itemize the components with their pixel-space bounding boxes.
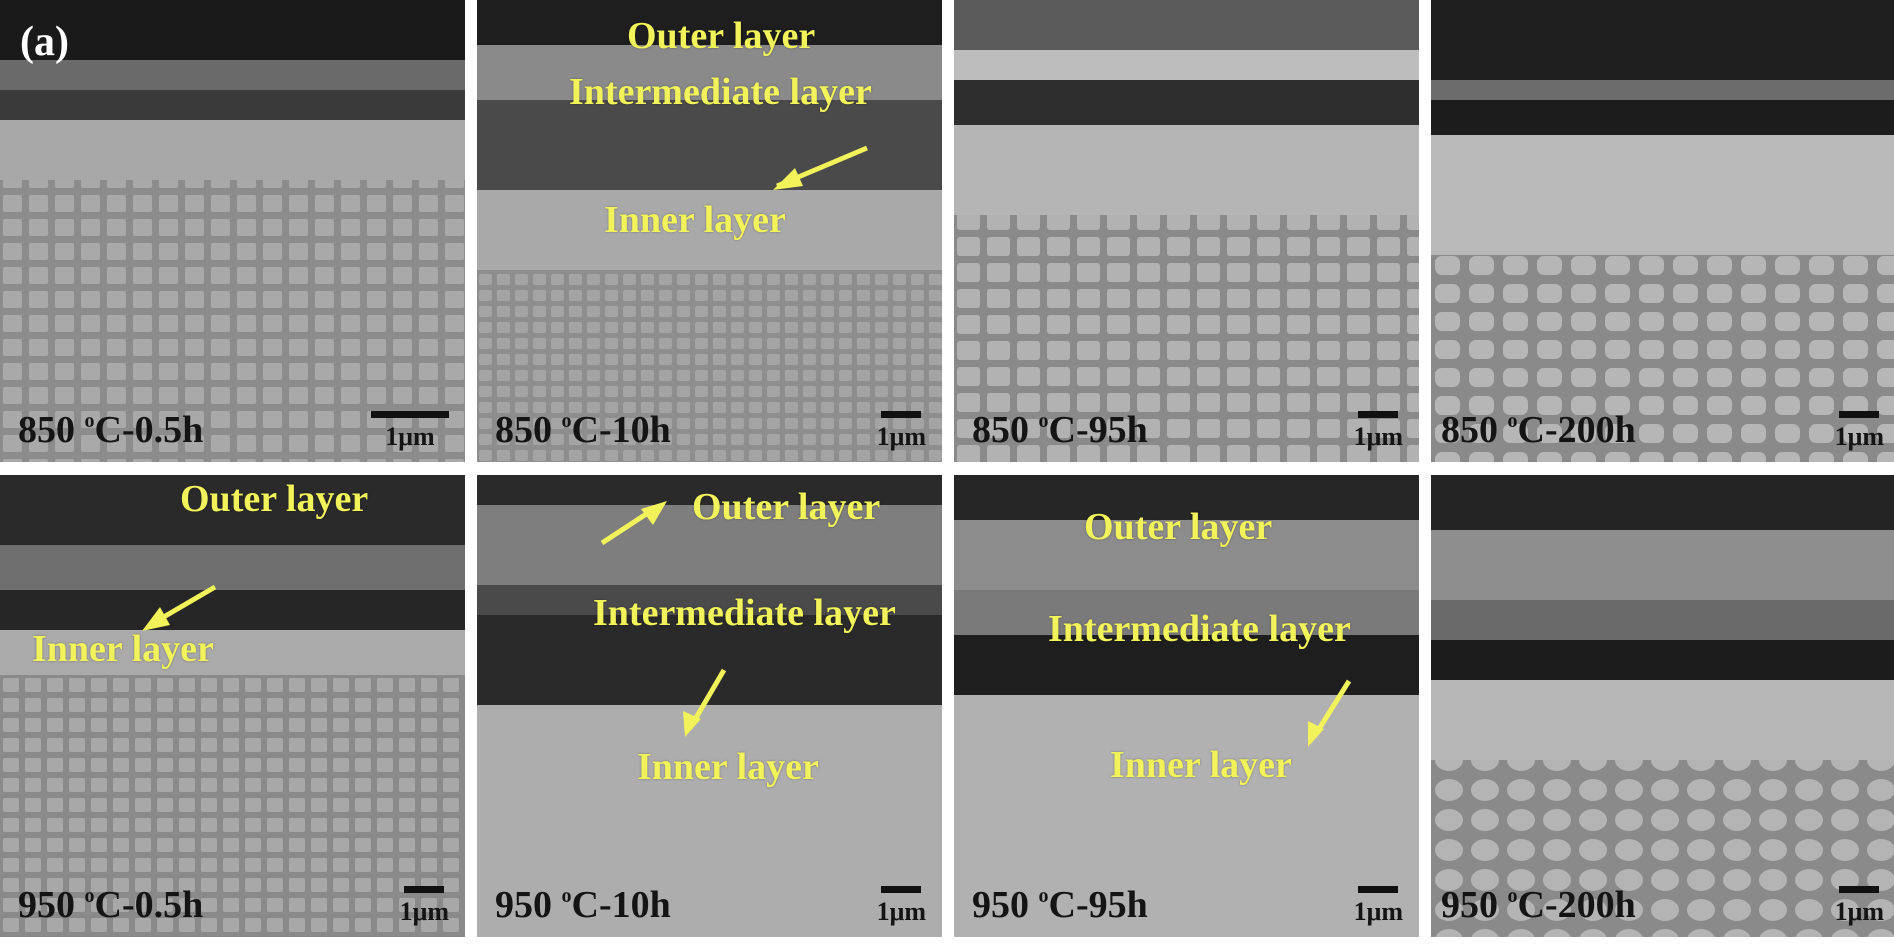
- sem-panel-950-95h: Outer layer Intermediate layer Inner lay…: [954, 475, 1419, 937]
- micrograph-image: [0, 0, 465, 462]
- scale-bar: 1μm: [1835, 411, 1884, 452]
- intermediate-layer-label: Intermediate layer: [593, 592, 896, 634]
- inner-layer-label: Inner layer: [1110, 744, 1292, 786]
- scale-bar: 1μm: [400, 886, 449, 927]
- condition-label: 950 oC-200h: [1441, 884, 1636, 926]
- scale-bar: 1μm: [877, 411, 926, 452]
- intermediate-layer-label: Intermediate layer: [569, 71, 872, 113]
- scale-bar: 1μm: [1835, 886, 1884, 927]
- inner-layer-label: Inner layer: [32, 628, 214, 670]
- condition-label: 950 oC-10h: [495, 884, 671, 926]
- condition-label: 850 oC-0.5h: [18, 409, 204, 451]
- outer-layer-label: Outer layer: [692, 486, 881, 528]
- panel-tag: (a): [20, 19, 69, 65]
- outer-layer-label: Outer layer: [180, 478, 369, 520]
- outer-layer-label: Outer layer: [1084, 506, 1273, 548]
- outer-layer-label: Outer layer: [627, 15, 816, 57]
- micrograph-image: [954, 0, 1419, 462]
- micrograph-image: [477, 475, 942, 937]
- sem-panel-850-0-5h: (a) 850 oC-0.5h 1μm: [0, 0, 465, 462]
- micrograph-image: [1431, 0, 1894, 462]
- micrograph-image: [477, 0, 942, 462]
- condition-label: 850 oC-10h: [495, 409, 671, 451]
- condition-label: 850 oC-95h: [972, 409, 1148, 451]
- micrograph-image: [1431, 475, 1894, 937]
- sem-panel-950-10h: Outer layer Intermediate layer Inner lay…: [477, 475, 942, 937]
- sem-panel-950-200h: 950 oC-200h 1μm: [1431, 475, 1894, 937]
- condition-label: 950 oC-0.5h: [18, 884, 204, 926]
- condition-label: 950 oC-95h: [972, 884, 1148, 926]
- sem-panel-950-0-5h: Outer layer Inner layer 950 oC-0.5h 1μm: [0, 475, 465, 937]
- condition-label: 850 oC-200h: [1441, 409, 1636, 451]
- sem-panel-850-95h: 850 oC-95h 1μm: [954, 0, 1419, 462]
- inner-layer-label: Inner layer: [604, 199, 786, 241]
- scale-bar: 1μm: [877, 886, 926, 927]
- inner-layer-label: Inner layer: [637, 746, 819, 788]
- scale-bar: 1μm: [371, 411, 449, 452]
- micrograph-image: [0, 475, 465, 937]
- scale-bar: 1μm: [1354, 411, 1403, 452]
- scale-bar: 1μm: [1354, 886, 1403, 927]
- sem-panel-850-10h: Outer layer Intermediate layer Inner lay…: [477, 0, 942, 462]
- intermediate-layer-label: Intermediate layer: [1048, 608, 1351, 650]
- sem-panel-850-200h: 850 oC-200h 1μm: [1431, 0, 1894, 462]
